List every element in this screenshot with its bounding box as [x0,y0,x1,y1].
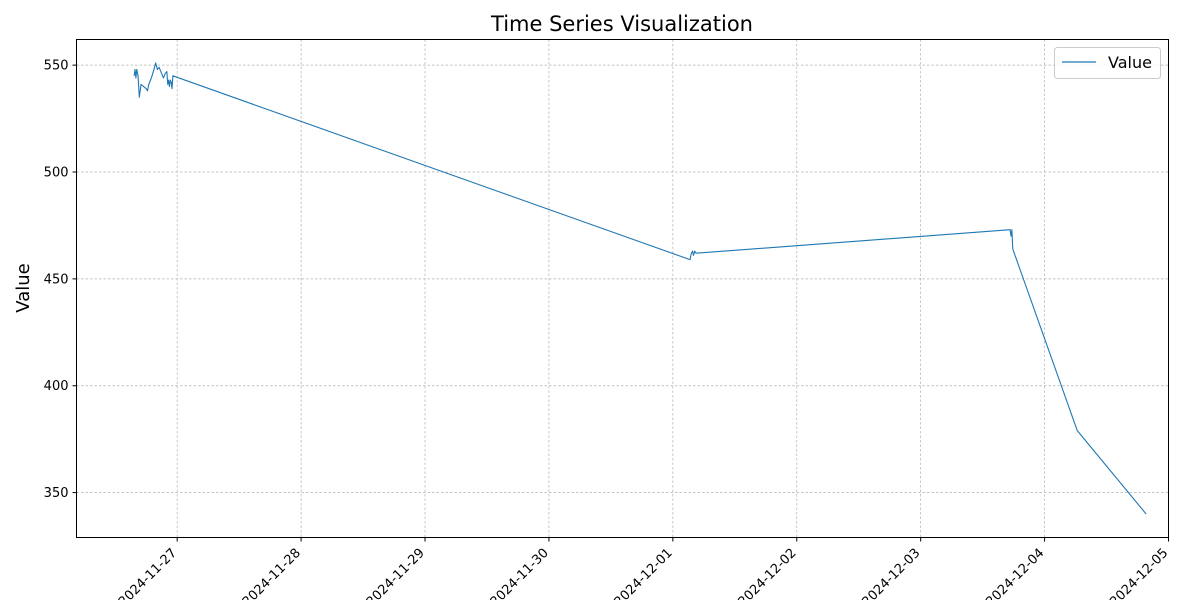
legend: Value [1054,47,1161,79]
chart-title: Time Series Visualization [490,12,753,36]
legend-label-value: Value [1108,53,1152,72]
y-axis-ticks: 350 400 450 500 550 [44,59,77,501]
y-axis-label: Value [13,263,34,312]
y-tick-label: 400 [44,379,69,394]
y-tick-label: 450 [44,272,69,287]
plot-frame [76,39,1169,538]
series-layer [133,62,1147,515]
series-line-0 [133,62,1147,515]
y-tick-label: 500 [44,166,69,181]
y-tick-label: 350 [44,486,69,501]
legend-box [1054,47,1161,79]
y-tick-label: 550 [44,59,69,74]
